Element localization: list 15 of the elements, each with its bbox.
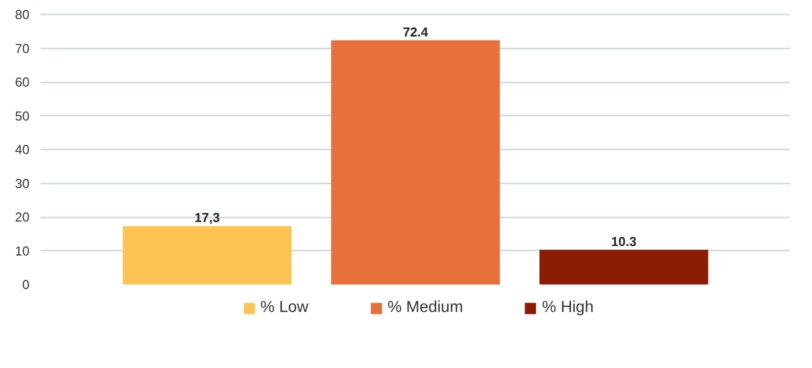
y-tick-label: 50 — [15, 108, 30, 124]
y-tick-label: 80 — [15, 7, 30, 22]
y-tick-label: 60 — [15, 74, 30, 90]
legend-label: % Low — [260, 299, 308, 317]
legend-label: % Medium — [387, 299, 464, 317]
y-tick-label: 20 — [15, 210, 30, 225]
y-tick-label: 30 — [15, 176, 30, 191]
y-tick-label: 10 — [15, 243, 30, 258]
legend-label: % High — [542, 299, 594, 317]
data-label: 72.4 — [402, 24, 429, 40]
y-tick-label: 0 — [22, 277, 30, 292]
y-tick-label: 40 — [15, 142, 30, 158]
data-label: 10.3 — [611, 234, 636, 249]
y-tick-label: 70 — [15, 40, 30, 56]
data-label: 17,3 — [194, 210, 220, 226]
